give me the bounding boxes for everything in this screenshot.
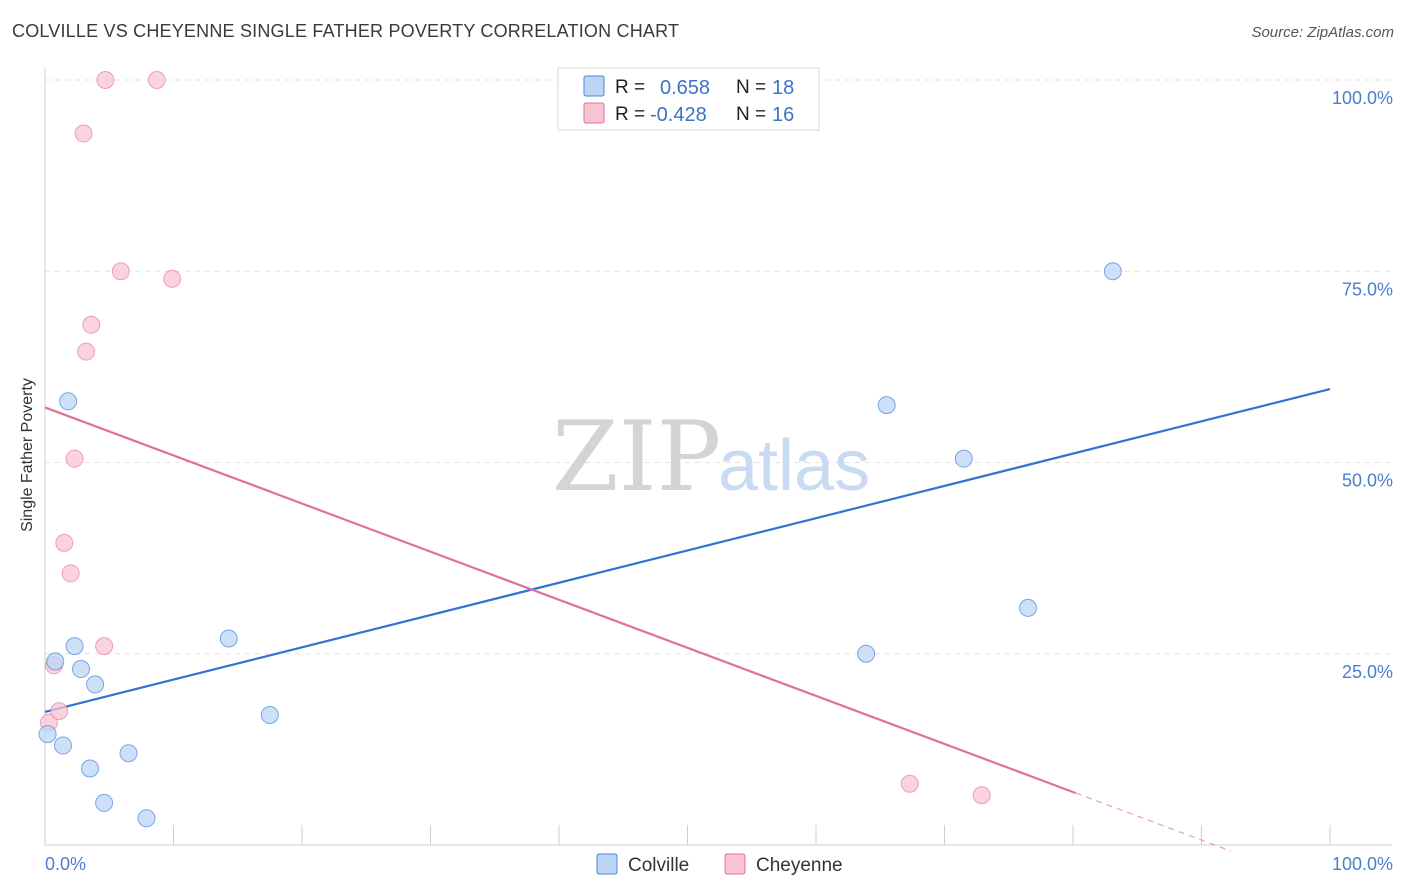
point-colville-3 — [59, 392, 78, 411]
gridlines — [45, 79, 1392, 655]
y-tick-label-0: 100.0% — [1332, 88, 1393, 108]
point-colville-5 — [71, 660, 90, 679]
y-tick-label-1: 75.0% — [1342, 279, 1393, 299]
point-cheyenne-7 — [77, 342, 96, 361]
point-colville-12 — [260, 705, 279, 724]
point-colville-7 — [86, 675, 105, 694]
point-cheyenne-15 — [972, 786, 991, 805]
x-tick-label-1: 100.0% — [1332, 854, 1393, 874]
point-cheyenne-8 — [82, 315, 101, 334]
point-colville-0 — [38, 725, 57, 744]
trend-line-cheyenne-extension — [1075, 792, 1232, 852]
point-cheyenne-3 — [55, 533, 74, 552]
bottom-legend-colville: Colville — [628, 855, 689, 876]
legend-n-value-cheyenne: 16 — [772, 104, 794, 126]
point-colville-14 — [877, 396, 896, 415]
bottom-legend-swatch-colville — [596, 853, 618, 875]
point-cheyenne-12 — [147, 71, 166, 89]
correlation-legend: R = 0.658 N = 18 R = -0.428 N = 16 — [557, 67, 820, 131]
point-cheyenne-10 — [96, 71, 115, 89]
point-cheyenne-9 — [95, 637, 114, 656]
point-colville-16 — [1019, 598, 1038, 617]
legend-swatch-colville — [583, 75, 605, 97]
legend-n-value-colville: 18 — [772, 77, 794, 99]
point-cheyenne-2 — [50, 702, 69, 721]
point-cheyenne-14 — [900, 774, 919, 793]
point-colville-9 — [119, 744, 138, 763]
point-colville-1 — [46, 652, 65, 671]
chart-title: COLVILLE VS CHEYENNE SINGLE FATHER POVER… — [12, 21, 680, 41]
legend-r-label-colville: R = — [615, 77, 645, 98]
point-colville-11 — [219, 629, 238, 648]
legend-r-value-colville: 0.658 — [660, 77, 710, 99]
point-colville-8 — [95, 793, 114, 812]
y-tick-label-2: 50.0% — [1342, 471, 1393, 491]
trend-lines — [44, 387, 1331, 852]
legend-swatch-cheyenne — [583, 102, 605, 124]
axes — [44, 68, 1392, 846]
point-colville-15 — [954, 449, 973, 468]
point-cheyenne-13 — [163, 269, 182, 288]
point-colville-6 — [80, 759, 99, 778]
tick-labels: 100.0% 75.0% 50.0% 25.0% 0.0% 100.0% — [45, 88, 1393, 874]
trend-line-colville — [44, 387, 1331, 713]
point-cheyenne-11 — [111, 262, 130, 281]
point-colville-4 — [65, 637, 84, 656]
bottom-legend-cheyenne: Cheyenne — [756, 855, 843, 876]
y-tick-label-3: 25.0% — [1342, 662, 1393, 682]
legend-r-value-cheyenne: -0.428 — [650, 104, 707, 126]
point-cheyenne-5 — [65, 449, 84, 468]
legend-r-label-cheyenne: R = — [615, 104, 645, 125]
watermark-zip: ZIP — [552, 401, 721, 513]
point-colville-2 — [53, 736, 72, 755]
x-tick-label-0: 0.0% — [45, 854, 86, 874]
legend-n-label-colville: N = — [736, 77, 766, 98]
point-cheyenne-6 — [74, 124, 93, 143]
point-colville-17 — [1103, 262, 1122, 281]
point-colville-13 — [857, 644, 876, 663]
point-colville-10 — [137, 809, 156, 828]
source-label: Source: ZipAtlas.com — [1251, 24, 1394, 41]
trend-line-cheyenne — [44, 406, 1076, 795]
watermark-atlas: atlas — [718, 426, 870, 506]
bottom-legend-swatch-cheyenne — [724, 853, 746, 875]
legend-n-label-cheyenne: N = — [736, 104, 766, 125]
data-points — [38, 71, 1122, 828]
point-cheyenne-4 — [61, 564, 80, 583]
series-legend: Colville Cheyenne — [596, 853, 843, 876]
